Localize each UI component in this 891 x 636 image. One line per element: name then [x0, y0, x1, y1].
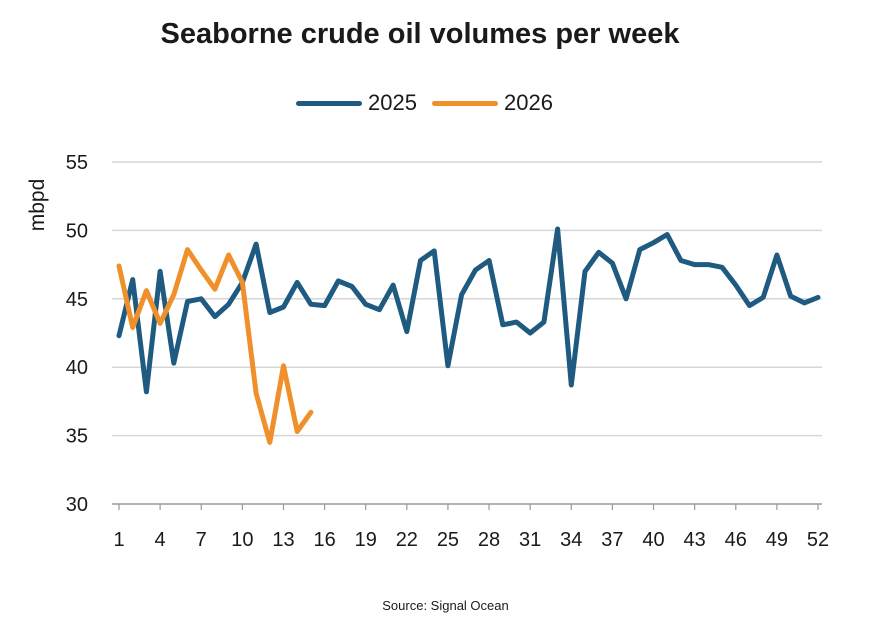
x-tick-label: 43: [684, 529, 706, 551]
x-tick-label: 25: [437, 529, 459, 551]
x-tick-label: 10: [231, 529, 253, 551]
legend-label-2025: 2025: [368, 90, 417, 115]
x-tick-label: 13: [272, 529, 294, 551]
legend-item-2025: 2025: [296, 90, 417, 116]
x-tick-label: 7: [196, 529, 207, 551]
x-tick-label: 40: [642, 529, 664, 551]
legend-swatch-2025: [296, 100, 362, 106]
legend: 2025 2026: [0, 90, 891, 120]
source-note: Source: Signal Ocean: [382, 598, 509, 613]
y-tick-label: 35: [66, 426, 88, 448]
x-tick-label: 52: [807, 529, 829, 551]
y-axis-label: mbpd: [26, 179, 49, 232]
legend-swatch-2026: [432, 100, 498, 106]
series-line-2026: [116, 247, 314, 445]
x-tick-label: 34: [560, 529, 582, 551]
series-line-2025: [116, 226, 821, 395]
x-tick-label: 46: [725, 529, 747, 551]
y-tick-label: 30: [66, 494, 88, 516]
x-tick-label: 19: [355, 529, 377, 551]
chart-title: Seaborne crude oil volumes per week: [160, 18, 680, 50]
x-tick-label: 49: [766, 529, 788, 551]
x-tick-label: 1: [113, 529, 124, 551]
x-tick-label: 22: [396, 529, 418, 551]
y-tick-label: 40: [66, 357, 88, 379]
y-tick-label: 45: [66, 289, 88, 311]
x-tick-label: 37: [601, 529, 623, 551]
x-tick-label: 4: [155, 529, 166, 551]
legend-label-2026: 2026: [504, 90, 553, 115]
x-tick-label: 31: [519, 529, 541, 551]
legend-item-2026: 2026: [432, 90, 553, 116]
x-tick-label: 28: [478, 529, 500, 551]
y-tick-label: 50: [66, 220, 88, 242]
x-tick-label: 16: [313, 529, 335, 551]
y-tick-label: 55: [66, 152, 88, 174]
